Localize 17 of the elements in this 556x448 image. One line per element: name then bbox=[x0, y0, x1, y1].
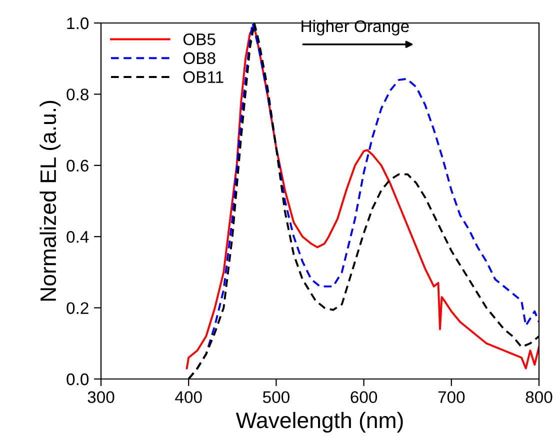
legend-label: OB11 bbox=[183, 71, 224, 83]
x-tick-label: 800 bbox=[526, 391, 552, 404]
x-tick-label: 300 bbox=[88, 391, 114, 404]
x-axis-title: Wavelength (nm) bbox=[236, 412, 403, 433]
y-tick-label: 0.8 bbox=[66, 88, 88, 100]
x-tick-label: 700 bbox=[438, 391, 465, 404]
x-tick-label: 600 bbox=[350, 391, 378, 404]
y-tick-label: 0.0 bbox=[66, 373, 89, 386]
y-tick-label: 0.6 bbox=[66, 160, 88, 172]
y-tick-label: 1.0 bbox=[67, 17, 89, 30]
x-tick-label: 500 bbox=[262, 391, 290, 404]
legend-label: OB5 bbox=[183, 33, 216, 46]
y-tick-label: 0.4 bbox=[66, 231, 89, 243]
x-tick-label: 400 bbox=[175, 391, 202, 404]
legend-label: OB8 bbox=[183, 52, 216, 64]
y-axis-title: Normalized EL (a.u.) bbox=[40, 100, 60, 301]
y-tick-label: 0.2 bbox=[66, 302, 88, 314]
